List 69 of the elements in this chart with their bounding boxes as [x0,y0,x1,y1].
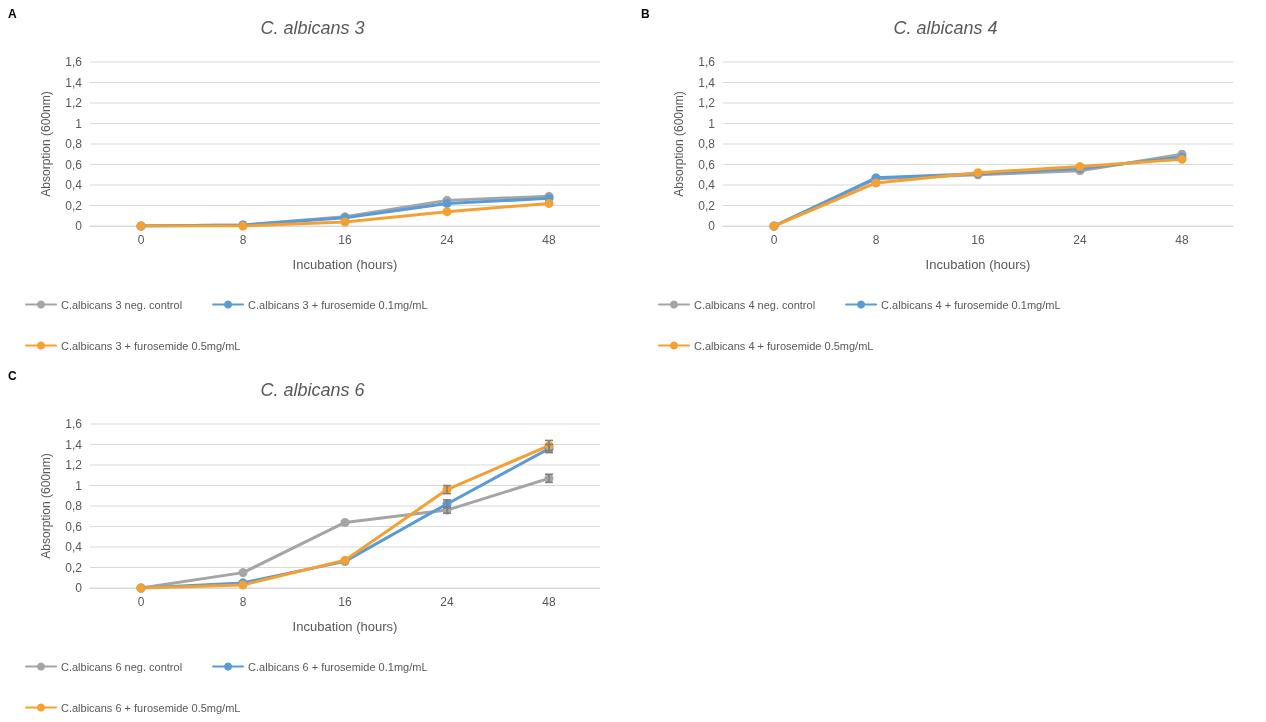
x-tick-label: 0 [770,233,778,247]
legend-label: C.albicans 4 + furosemide 0.5mg/mL [694,339,874,352]
chart-title: C. albicans 6 [260,380,366,400]
y-tick-label: 0,6 [698,157,716,172]
y-tick-label: 0,6 [65,157,83,172]
y-tick-label: 0,2 [65,198,83,213]
point [340,217,350,227]
y-tick-label: 0 [75,581,83,595]
x-axis-title: Incubation (hours) [292,619,398,634]
chart-title: C. albicans 4 [893,18,998,38]
x-tick-label: 48 [542,595,556,609]
y-tick-label: 0,4 [698,178,716,192]
y-tick-label: 1,2 [65,96,83,110]
point [442,207,452,217]
point [544,198,554,208]
point [871,178,881,188]
legend-label: C.albicans 6 + furosemide 0.1mg/mL [248,660,428,673]
point [238,568,248,578]
y-tick-label: 1,4 [65,437,83,452]
y-tick-label: 0,8 [65,499,83,513]
y-tick-label: 1,2 [698,96,716,110]
x-tick-label: 16 [338,595,352,609]
legend-label: C.albicans 4 + furosemide 0.1mg/mL [881,298,1061,311]
x-tick-label: 8 [872,233,880,247]
y-tick-label: 0,4 [65,178,83,192]
y-tick-label: 0,8 [65,137,83,151]
y-axis-title: Absorption (600nm) [39,91,53,197]
y-tick-label: 1,2 [65,458,83,472]
y-tick-label: 1,4 [698,75,716,90]
point [340,517,350,527]
legend-label: C.albicans 3 neg. control [61,298,183,311]
y-tick-label: 0 [75,219,83,233]
text: B [641,7,650,21]
y-tick-label: 1,6 [65,55,83,69]
y-tick-label: 1 [75,116,83,131]
x-axis-title: Incubation (hours) [292,257,398,272]
legend-label: C.albicans 6 + furosemide 0.5mg/mL [61,701,241,714]
y-tick-label: 0 [708,219,716,233]
y-tick-label: 1 [708,116,716,131]
y-tick-label: 1,4 [65,75,83,90]
legend-label: C.albicans 6 neg. control [61,660,183,673]
x-tick-label: 8 [239,595,247,609]
x-tick-label: 24 [1073,233,1087,247]
x-tick-label: 48 [542,233,556,247]
x-tick-label: 0 [137,595,145,609]
legend-label: C.albicans 3 + furosemide 0.1mg/mL [248,298,428,311]
y-tick-label: 0,2 [65,560,83,575]
y-tick-label: 1 [75,478,83,493]
y-tick-label: 1,6 [65,417,83,431]
y-tick-label: 0,4 [65,540,83,554]
legend-label: C.albicans 4 neg. control [694,298,816,311]
y-tick-label: 0,6 [65,519,83,534]
y-tick-label: 0,8 [698,137,716,151]
x-tick-label: 16 [971,233,985,247]
y-tick-label: 0,2 [698,198,716,213]
x-tick-label: 8 [239,233,247,247]
x-tick-label: 24 [440,233,454,247]
y-axis-title: Absorption (600nm) [39,453,53,559]
x-tick-label: 48 [1175,233,1189,247]
x-tick-label: 16 [338,233,352,247]
text: C [8,369,17,383]
y-axis-title: Absorption (600nm) [672,91,686,197]
x-tick-label: 24 [440,595,454,609]
y-tick-label: 1,6 [698,55,716,69]
text: A [8,7,17,21]
legend-label: C.albicans 3 + furosemide 0.5mg/mL [61,339,241,352]
x-axis-title: Incubation (hours) [925,257,1031,272]
x-tick-label: 0 [137,233,145,247]
chart-title: C. albicans 3 [260,18,365,38]
